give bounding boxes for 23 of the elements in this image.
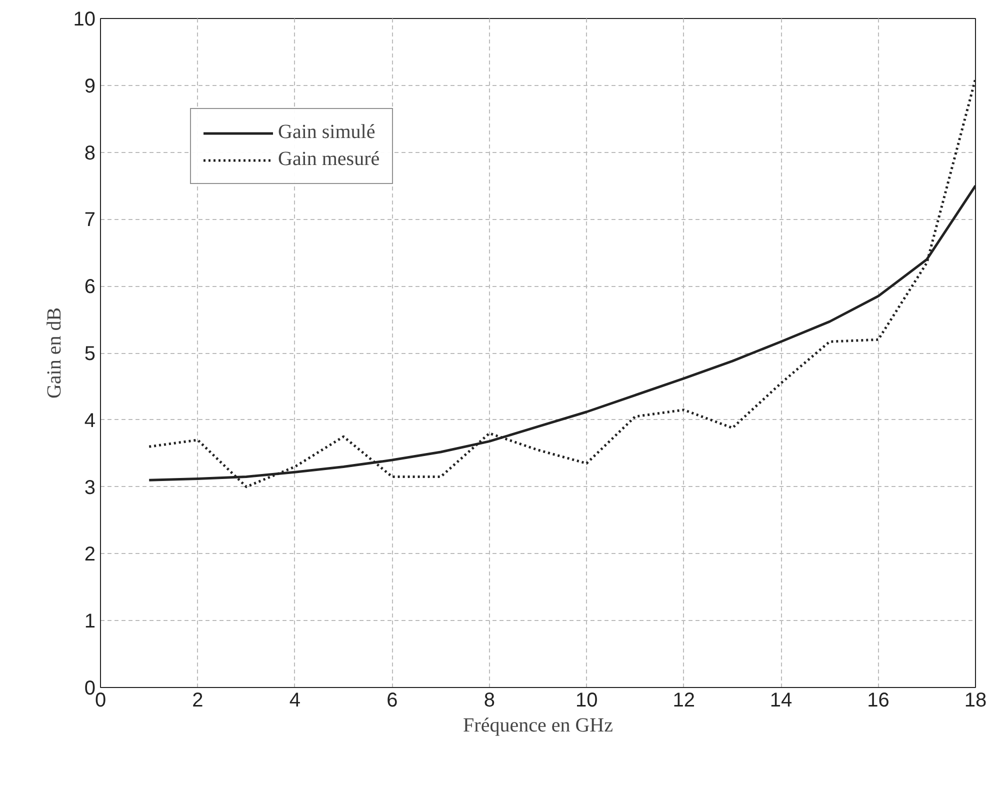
y-tick-label: 3 (84, 476, 96, 499)
y-tick-label: 5 (84, 343, 96, 365)
y-axis-title: Gain en dB (43, 307, 66, 399)
x-axis-title: Fréquence en GHz (463, 714, 614, 736)
legend-label: Gain mesuré (278, 148, 380, 171)
x-tick-label: 14 (770, 690, 792, 712)
y-tick-label: 10 (73, 8, 96, 30)
x-tick-label: 2 (192, 690, 204, 712)
x-tick-label: 12 (672, 690, 695, 712)
y-tick-label: 4 (84, 410, 96, 432)
x-tick-label: 18 (964, 690, 987, 712)
x-tick-label: 4 (289, 690, 301, 712)
x-tick-label: 8 (484, 690, 495, 712)
y-tick-label: 9 (84, 75, 96, 98)
x-tick-label: 16 (867, 690, 890, 712)
y-tick-label: 7 (84, 209, 96, 232)
y-tick-label: 6 (84, 276, 96, 298)
y-tick-label: 1 (84, 610, 96, 633)
y-tick-label: 2 (84, 544, 96, 566)
x-tick-label: 10 (575, 690, 598, 712)
x-tick-label: 6 (386, 690, 398, 712)
y-tick-label: 8 (84, 142, 96, 164)
legend-label: Gain simulé (278, 121, 376, 144)
